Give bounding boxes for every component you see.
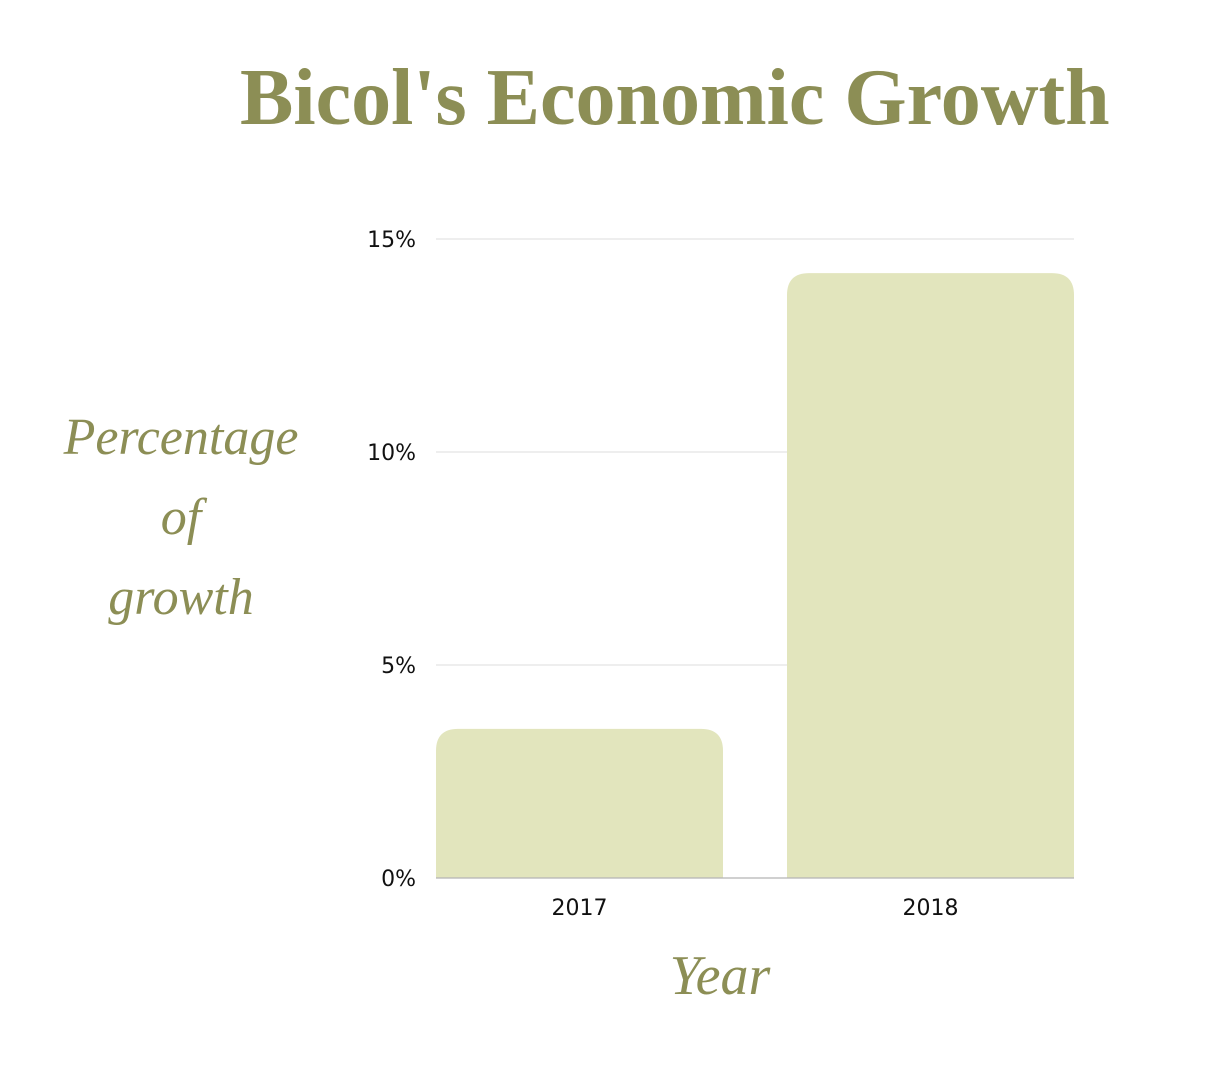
y-tick-label: 10%	[367, 441, 416, 466]
y-axis-title-line-3: growth	[108, 569, 254, 626]
bars	[436, 273, 1074, 879]
x-tick-label: 2017	[552, 896, 608, 921]
y-tick-label: 15%	[367, 228, 416, 253]
chart-title: Bicol's Economic Growth	[240, 54, 1110, 142]
y-tick-label: 5%	[381, 654, 416, 679]
y-tick-label: 0%	[381, 867, 416, 892]
x-axis-title: Year	[669, 945, 771, 1007]
bar	[787, 273, 1074, 879]
axes: 0% 5% 10% 15% 2017 2018	[367, 228, 1074, 921]
y-axis-title-line-2: of	[160, 489, 202, 546]
bar	[436, 728, 723, 878]
y-axis-title-line-1: Percentage	[63, 409, 299, 466]
y-axis-title: Percentage of growth	[20, 398, 342, 638]
x-tick-label: 2018	[903, 896, 959, 921]
